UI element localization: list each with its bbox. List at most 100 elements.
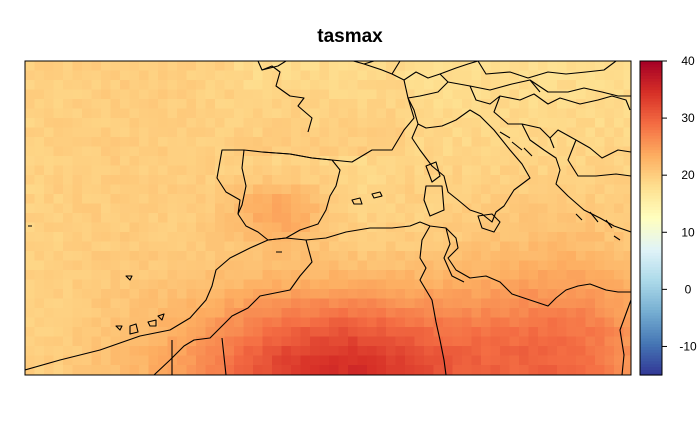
raster-cell	[177, 308, 188, 319]
raster-cell	[557, 365, 568, 375]
raster-cell	[253, 108, 264, 119]
raster-cell	[63, 279, 74, 290]
raster-cell	[443, 70, 454, 81]
raster-cell	[34, 317, 45, 328]
raster-cell	[471, 298, 482, 309]
raster-cell	[338, 251, 349, 262]
raster-cell	[101, 108, 112, 119]
raster-cell	[25, 374, 36, 375]
raster-cell	[414, 99, 425, 110]
raster-cell	[205, 374, 216, 375]
raster-cell	[614, 118, 625, 129]
raster-cell	[424, 70, 435, 81]
raster-cell	[319, 308, 330, 319]
raster-cell	[595, 270, 606, 281]
raster-cell	[177, 146, 188, 157]
raster-cell	[329, 327, 340, 338]
raster-cell	[44, 279, 55, 290]
raster-cell	[376, 184, 387, 195]
raster-cell	[272, 232, 283, 243]
raster-cell	[281, 365, 292, 375]
raster-cell	[557, 146, 568, 157]
raster-cell	[519, 184, 530, 195]
raster-cell	[357, 346, 368, 357]
raster-cell	[148, 365, 159, 375]
raster-cell	[367, 365, 378, 375]
raster-cell	[338, 241, 349, 252]
raster-cell	[53, 260, 64, 271]
raster-cell	[72, 118, 83, 129]
raster-cell	[243, 365, 254, 375]
raster-cell	[585, 108, 596, 119]
raster-cell	[63, 175, 74, 186]
raster-cell	[186, 374, 197, 375]
colorbar-segment	[640, 286, 662, 290]
raster-cell	[82, 213, 93, 224]
raster-cell	[604, 146, 615, 157]
raster-cell	[348, 336, 359, 347]
morocco-algeria-border	[153, 239, 313, 375]
raster-cell	[91, 108, 102, 119]
raster-cell	[319, 241, 330, 252]
raster-cell	[395, 108, 406, 119]
raster-cell	[357, 308, 368, 319]
raster-cell	[110, 289, 121, 300]
raster-cell	[262, 241, 273, 252]
raster-cell	[63, 89, 74, 100]
raster-cell	[63, 127, 74, 138]
raster-cell	[490, 61, 501, 72]
raster-cell	[101, 99, 112, 110]
raster-cell	[139, 279, 150, 290]
raster-cell	[253, 194, 264, 205]
raster-cell	[614, 99, 625, 110]
raster-cell	[186, 270, 197, 281]
raster-cell	[110, 146, 121, 157]
raster-cell	[623, 289, 631, 300]
raster-cell	[585, 298, 596, 309]
raster-cell	[44, 184, 55, 195]
raster-cell	[585, 184, 596, 195]
raster-cell	[53, 61, 64, 72]
raster-cell	[34, 374, 45, 375]
raster-cell	[481, 137, 492, 148]
raster-cell	[53, 165, 64, 176]
raster-cell	[196, 194, 207, 205]
raster-cell	[395, 156, 406, 167]
raster-cell	[576, 146, 587, 157]
raster-cell	[528, 251, 539, 262]
western-sahara-border	[171, 337, 227, 375]
raster-cell	[481, 70, 492, 81]
raster-cell	[281, 346, 292, 357]
raster-cell	[376, 89, 387, 100]
raster-cell	[129, 336, 140, 347]
raster-cell	[72, 232, 83, 243]
raster-cell	[25, 317, 36, 328]
raster-cell	[566, 279, 577, 290]
sicily	[477, 213, 501, 233]
raster-cell	[319, 222, 330, 233]
raster-cell	[319, 327, 330, 338]
raster-cell	[63, 308, 74, 319]
raster-cell	[443, 270, 454, 281]
colorbar-segment	[640, 323, 662, 328]
raster-cell	[129, 99, 140, 110]
raster-cell	[414, 317, 425, 328]
raster-cell	[528, 308, 539, 319]
raster-cell	[604, 317, 615, 328]
raster-cell	[376, 270, 387, 281]
raster-cell	[509, 194, 520, 205]
raster-cell	[101, 317, 112, 328]
raster-cell	[547, 336, 558, 347]
raster-cell	[557, 260, 568, 271]
raster-cell	[129, 137, 140, 148]
raster-cell	[576, 232, 587, 243]
colorbar-segment	[640, 109, 662, 113]
raster-cell	[614, 184, 625, 195]
raster-cell	[452, 346, 463, 357]
raster-cell	[196, 184, 207, 195]
raster-cell	[528, 279, 539, 290]
raster-cell	[462, 89, 473, 100]
raster-cell	[452, 70, 463, 81]
colorbar-segment	[640, 249, 662, 253]
raster-cell	[253, 118, 264, 129]
